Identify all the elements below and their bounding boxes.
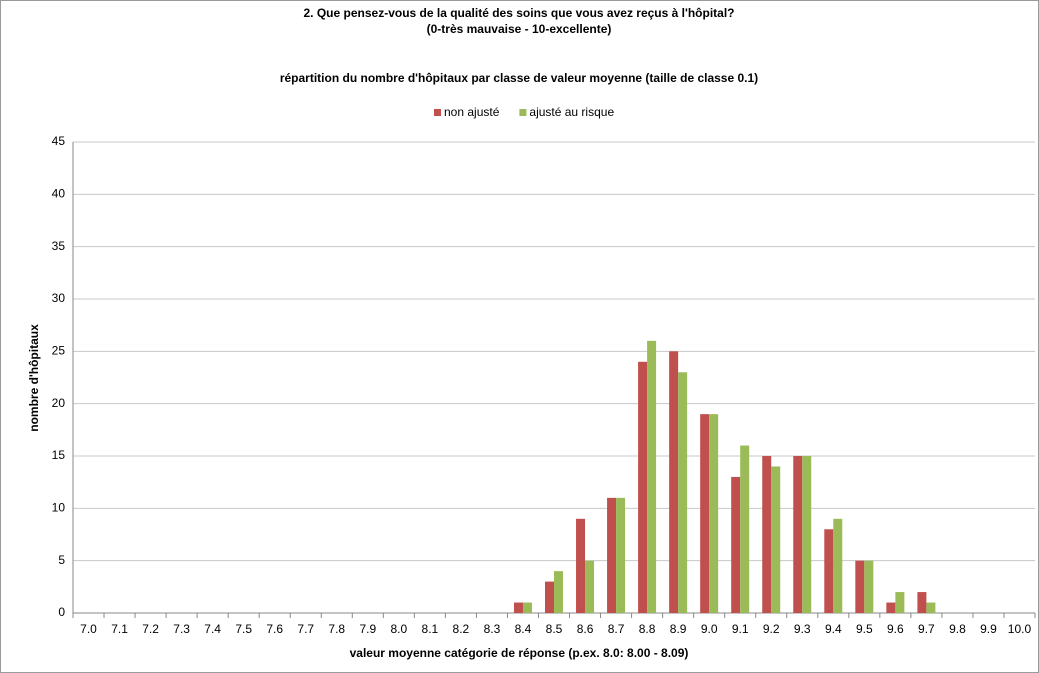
bar xyxy=(917,592,927,613)
x-tick-label: 8.4 xyxy=(515,622,532,636)
bar xyxy=(740,445,750,613)
bar xyxy=(886,602,896,613)
x-tick-label: 10.0 xyxy=(1008,622,1032,636)
y-tick-label: 5 xyxy=(58,553,65,567)
bar xyxy=(762,456,772,613)
x-tick-label: 7.7 xyxy=(297,622,314,636)
x-tick-label: 8.1 xyxy=(422,622,439,636)
bar xyxy=(513,602,523,613)
x-tick-label: 7.2 xyxy=(142,622,159,636)
x-tick-label: 8.9 xyxy=(670,622,687,636)
bar xyxy=(700,414,710,613)
bar xyxy=(585,560,595,613)
bar xyxy=(855,560,865,613)
x-tick-label: 8.6 xyxy=(577,622,594,636)
bar xyxy=(926,602,936,613)
bar xyxy=(647,340,657,613)
bar xyxy=(616,497,626,613)
x-tick-label: 7.3 xyxy=(173,622,190,636)
bar xyxy=(824,529,834,613)
bar xyxy=(678,372,688,613)
bar xyxy=(802,456,812,613)
y-axis-title: nombre d'hôpitaux xyxy=(27,324,41,432)
x-tick-label: 9.0 xyxy=(701,622,718,636)
bar xyxy=(864,560,874,613)
bar xyxy=(545,581,554,613)
y-tick-label: 40 xyxy=(52,187,66,201)
x-tick-label: 7.9 xyxy=(359,622,376,636)
x-tick-label: 7.0 xyxy=(80,622,97,636)
x-tick-label: 9.9 xyxy=(980,622,997,636)
bar xyxy=(833,518,843,613)
legend-swatch xyxy=(519,109,527,116)
x-tick-label: 8.0 xyxy=(390,622,407,636)
chart-title: (0-très mauvaise - 10-excellente) xyxy=(427,22,612,36)
x-tick-label: 9.1 xyxy=(732,622,749,636)
x-tick-label: 7.8 xyxy=(328,622,345,636)
x-tick-label: 8.3 xyxy=(484,622,501,636)
y-tick-label: 35 xyxy=(52,239,66,253)
bar xyxy=(554,571,563,613)
legend-label: non ajusté xyxy=(444,105,500,119)
bar xyxy=(638,361,648,613)
chart-subtitle: répartition du nombre d'hôpitaux par cla… xyxy=(280,71,758,85)
y-tick-label: 30 xyxy=(52,291,66,305)
bar xyxy=(793,456,803,613)
x-tick-label: 7.6 xyxy=(266,622,283,636)
bar xyxy=(576,518,586,613)
chart-title: 2. Que pensez-vous de la qualité des soi… xyxy=(304,6,735,20)
x-tick-label: 8.8 xyxy=(639,622,656,636)
y-tick-label: 20 xyxy=(52,396,66,410)
x-tick-label: 7.5 xyxy=(235,622,252,636)
x-tick-label: 7.1 xyxy=(111,622,128,636)
x-tick-label: 7.4 xyxy=(204,622,221,636)
y-tick-label: 45 xyxy=(52,134,66,148)
x-tick-label: 8.7 xyxy=(608,622,625,636)
x-tick-label: 9.7 xyxy=(918,622,935,636)
bar xyxy=(709,414,719,613)
legend-swatch xyxy=(434,109,441,116)
x-tick-label: 9.6 xyxy=(887,622,904,636)
x-axis-title: valeur moyenne catégorie de réponse (p.e… xyxy=(350,646,689,660)
y-tick-label: 25 xyxy=(52,344,66,358)
y-tick-label: 15 xyxy=(52,448,66,462)
y-tick-label: 0 xyxy=(58,605,65,619)
bar xyxy=(669,351,679,613)
x-tick-label: 9.3 xyxy=(794,622,811,636)
x-tick-label: 8.2 xyxy=(453,622,470,636)
x-tick-label: 9.5 xyxy=(856,622,873,636)
x-tick-label: 9.4 xyxy=(825,622,842,636)
y-tick-label: 10 xyxy=(52,501,66,515)
x-tick-label: 9.2 xyxy=(763,622,780,636)
bar xyxy=(895,592,905,613)
x-tick-label: 9.8 xyxy=(949,622,966,636)
bar xyxy=(771,466,781,613)
bar xyxy=(731,476,741,613)
bar xyxy=(607,497,617,613)
bar xyxy=(522,602,532,613)
x-tick-label: 8.5 xyxy=(546,622,563,636)
legend-label: ajusté au risque xyxy=(529,105,614,119)
